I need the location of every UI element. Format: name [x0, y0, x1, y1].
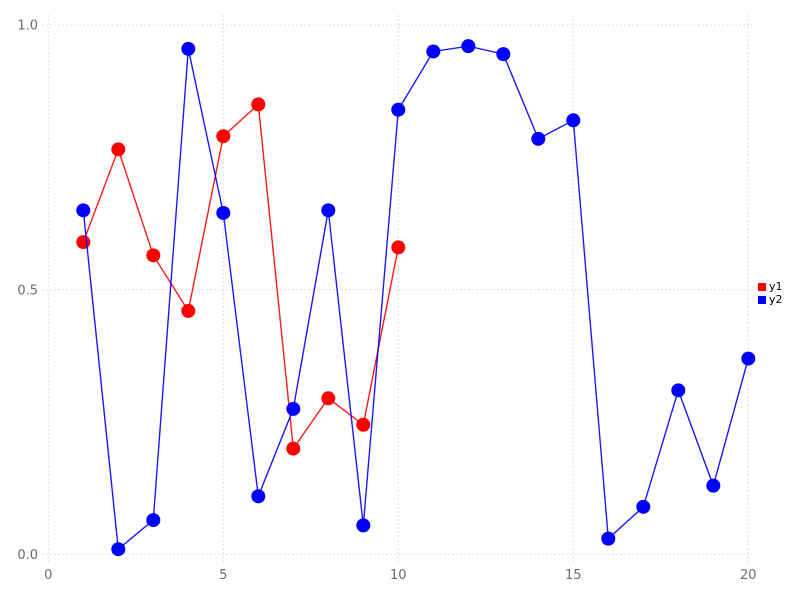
- series-y2-point: [671, 383, 686, 398]
- series-y1-point: [251, 97, 266, 112]
- series-y2-point: [146, 513, 161, 528]
- series-y2-point: [251, 489, 266, 504]
- series-y2-point: [321, 203, 336, 218]
- series-y1-point: [356, 417, 371, 432]
- y-tick-label: 0.0: [17, 548, 38, 563]
- legend-swatch-y1: [758, 283, 766, 291]
- series-y2-point: [531, 131, 546, 146]
- legend-label-y1: y1: [769, 280, 783, 293]
- series-y2-point: [111, 542, 126, 557]
- legend-item-y1: y1: [758, 281, 783, 293]
- series-y2-point: [181, 41, 196, 56]
- series-y1-line: [82, 102, 399, 451]
- series-y2-point: [76, 203, 91, 218]
- x-tick-label: 20: [740, 568, 757, 583]
- series-y1-point: [286, 441, 301, 456]
- series-y2-point: [216, 205, 231, 220]
- series-y2-point: [601, 531, 616, 546]
- series-y2-point: [426, 44, 441, 59]
- series-y2-line: [82, 45, 749, 551]
- series-y1-point: [181, 303, 196, 318]
- series-y2-point: [566, 113, 581, 128]
- y-tick-label: 0.5: [17, 283, 38, 298]
- series-y1-point: [146, 248, 161, 263]
- legend: y1 y2: [758, 281, 783, 306]
- legend-label-y2: y2: [769, 293, 783, 306]
- series-y2-point: [356, 518, 371, 533]
- legend-item-y2: y2: [758, 294, 783, 306]
- series-y2-point: [496, 47, 511, 62]
- series-y1-point: [111, 142, 126, 157]
- series-y2-point: [741, 351, 756, 366]
- x-tick-label: 5: [219, 568, 227, 583]
- series-y1-point: [391, 240, 406, 255]
- series-y1-point: [216, 129, 231, 144]
- legend-swatch-y2: [758, 296, 766, 304]
- series-y1-point: [76, 235, 91, 250]
- y-tick-label: 1.0: [17, 19, 38, 34]
- series-y1-point: [321, 391, 336, 406]
- series-y2-point: [286, 401, 301, 416]
- x-tick-label: 0: [44, 568, 52, 583]
- series-y2-point: [391, 102, 406, 117]
- x-tick-label: 15: [565, 568, 582, 583]
- x-tick-label: 10: [390, 568, 407, 583]
- series-y2-point: [461, 39, 476, 54]
- series-y2-point: [706, 478, 721, 493]
- series-y2-point: [636, 499, 651, 514]
